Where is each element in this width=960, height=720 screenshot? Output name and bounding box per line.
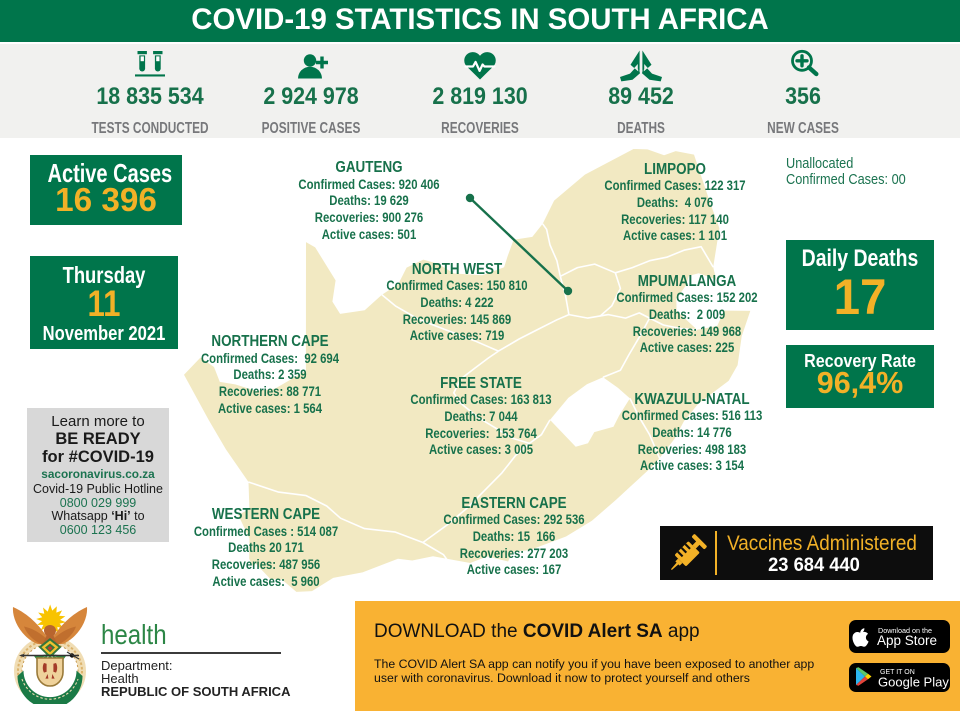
svg-text:Google Play: Google Play	[878, 675, 949, 690]
svg-text:GET IT ON: GET IT ON	[880, 669, 915, 676]
svg-text:Download on the: Download on the	[878, 626, 932, 635]
svg-text:App Store: App Store	[877, 633, 937, 648]
